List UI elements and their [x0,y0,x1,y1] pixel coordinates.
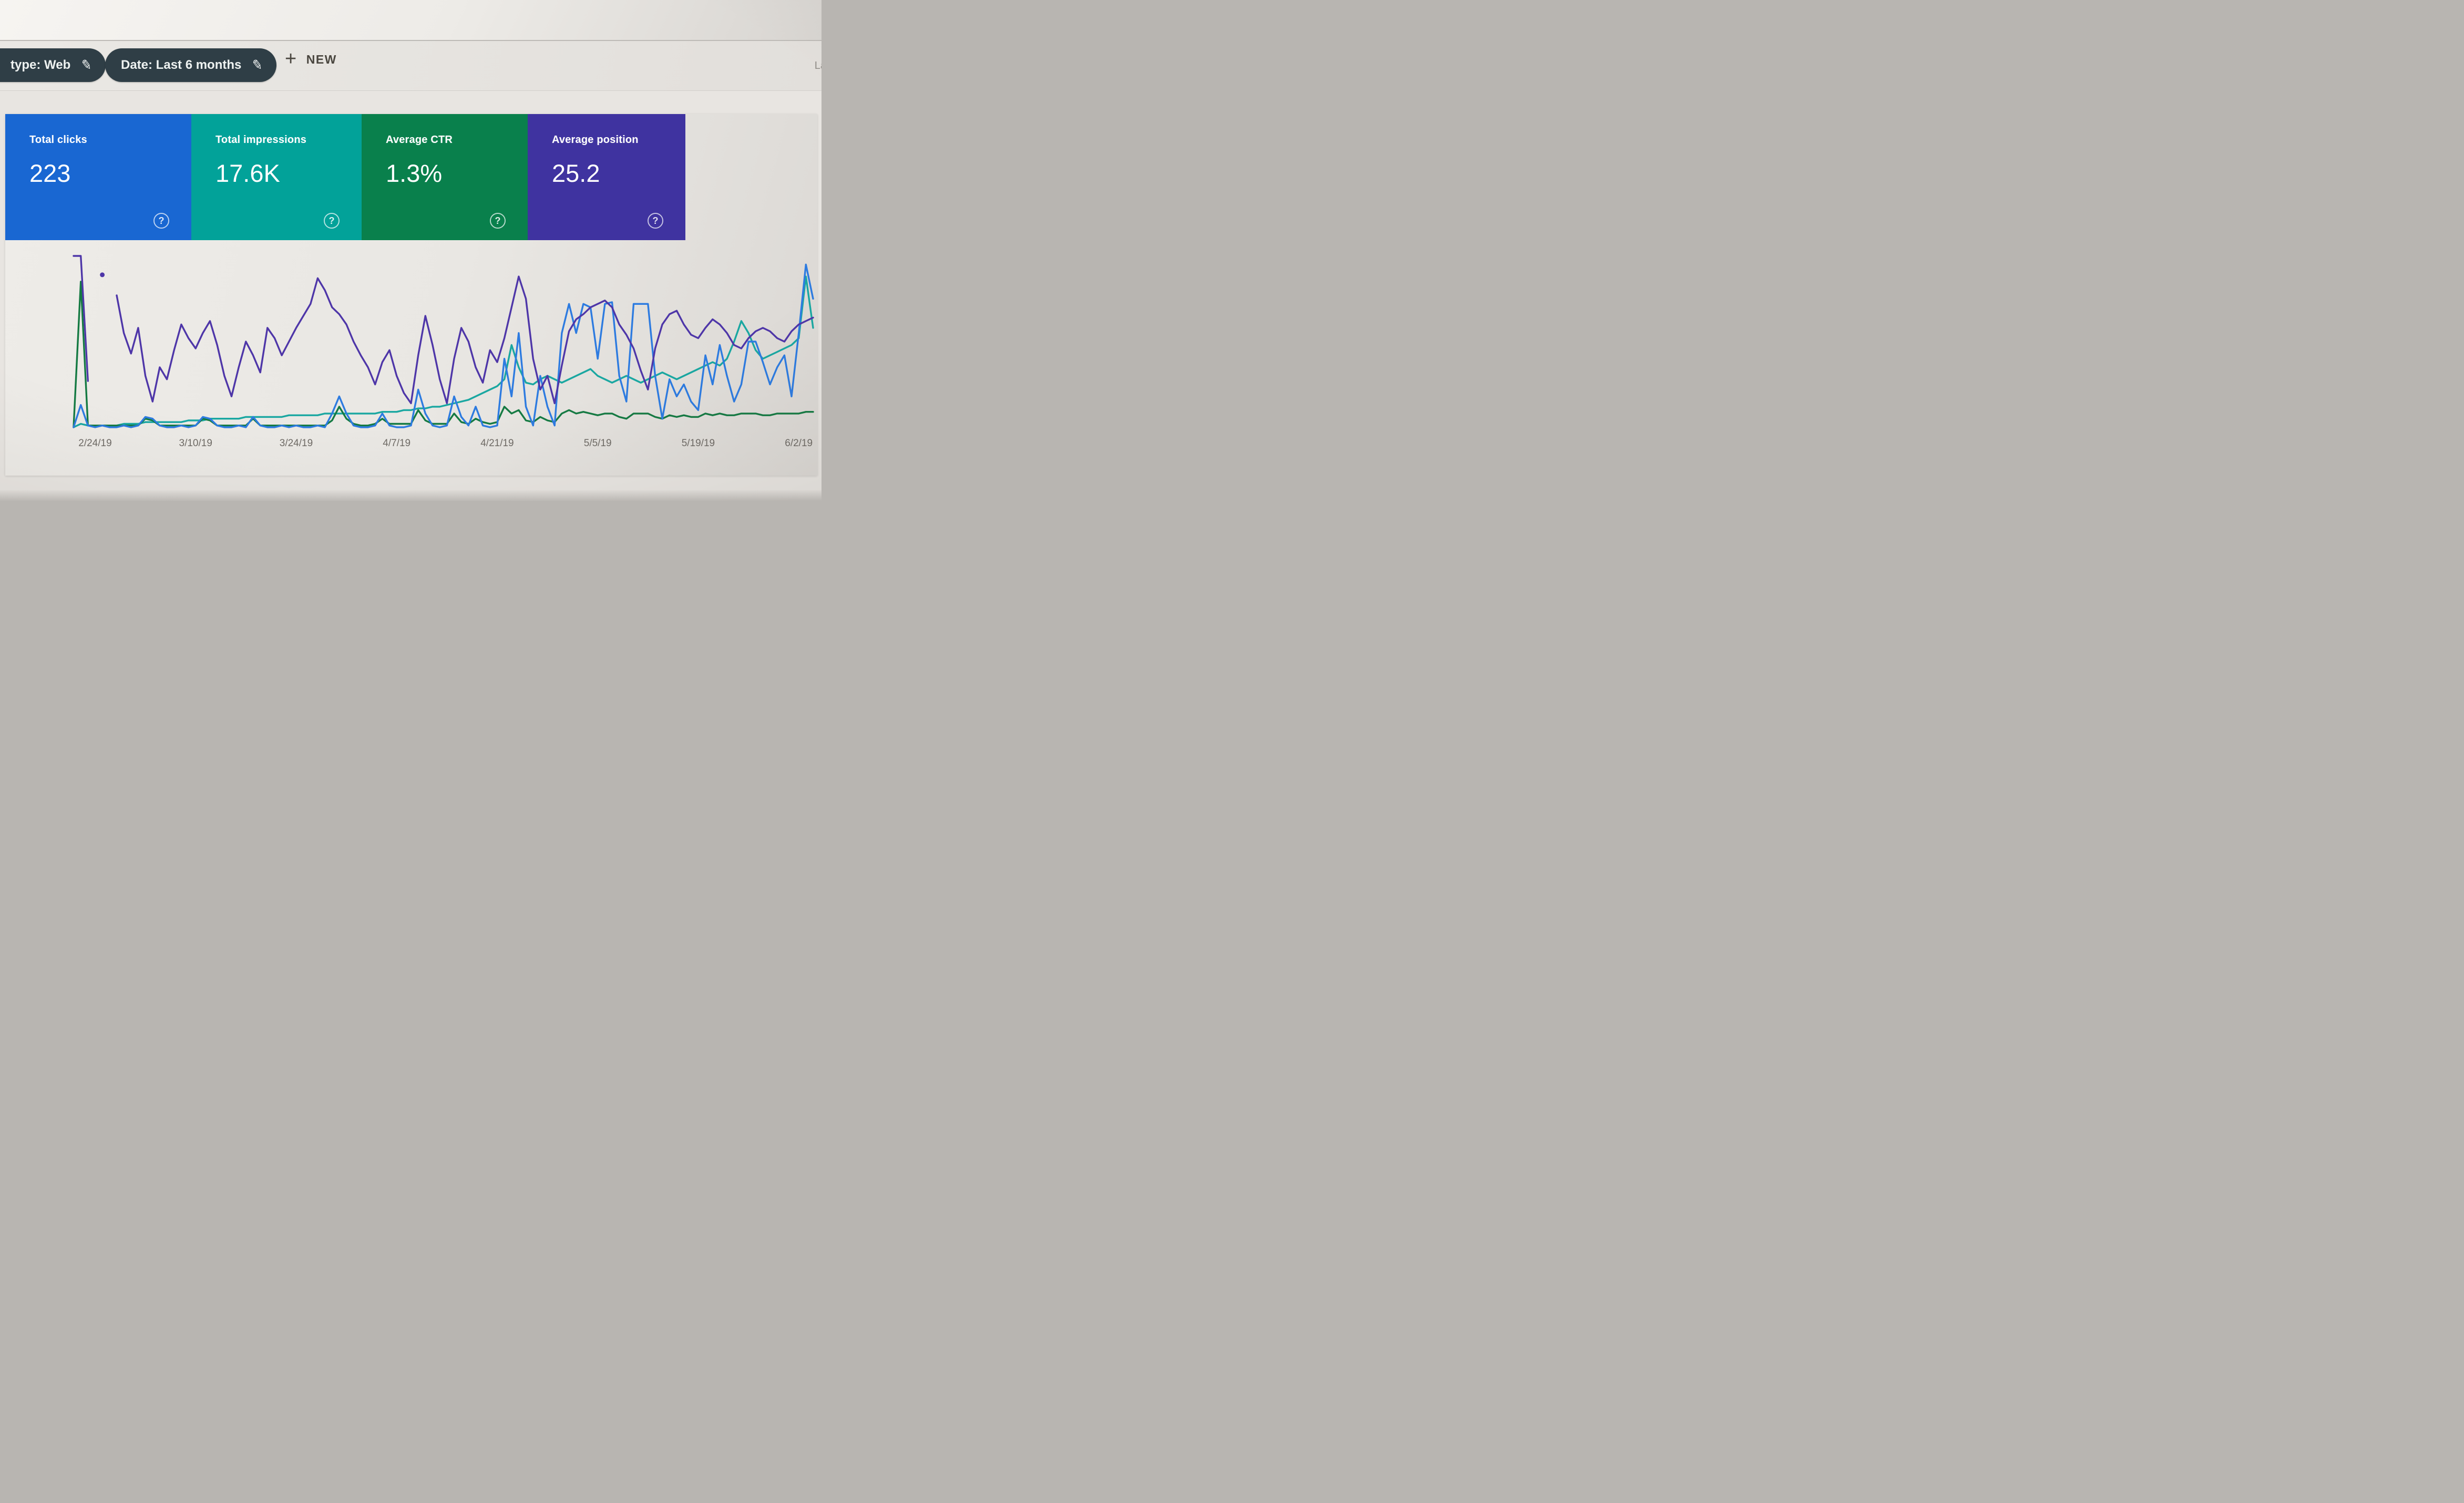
performance-chart-svg [73,255,814,428]
performance-line-chart [73,255,814,428]
x-tick-label: 3/10/19 [179,438,212,449]
metric-card-value: 223 [29,159,71,187]
last-updated-text-truncated: La [814,60,822,71]
x-tick-label: 5/5/19 [583,438,612,449]
edit-pencil-icon[interactable]: ✎ [251,57,264,74]
metric-card-title: Total impressions [215,134,307,146]
metric-card-total-impressions[interactable]: Total impressions 17.6K ? [191,114,362,240]
filter-chip-search-type[interactable]: type: Web ✎ [0,48,106,82]
x-tick-label: 4/7/19 [383,438,411,449]
help-icon[interactable]: ? [490,213,506,229]
clicks-line [73,263,814,428]
plus-icon: + [285,48,297,70]
x-tick-label: 2/24/19 [78,438,112,449]
metric-card-value: 25.2 [552,159,600,187]
impressions-line [73,275,814,428]
metric-card-value: 17.6K [215,159,280,187]
help-icon[interactable]: ? [648,213,663,229]
position-line [73,255,89,382]
metric-card-title: Average position [552,134,639,146]
help-icon[interactable]: ? [324,213,340,229]
filter-toolbar: type: Web ✎ Date: Last 6 months ✎ + NEW … [0,41,822,91]
position-line [116,275,814,405]
metric-cards-row: Total clicks 223 ? Total impressions 17.… [5,114,685,240]
filter-chip-date-range[interactable]: Date: Last 6 months ✎ [105,48,277,82]
metric-card-total-clicks[interactable]: Total clicks 223 ? [5,114,191,240]
metric-card-title: Total clicks [29,134,87,146]
screenshot-root: type: Web ✎ Date: Last 6 months ✎ + NEW … [0,0,822,501]
edit-pencil-icon[interactable]: ✎ [80,57,94,74]
x-tick-label: 3/24/19 [279,438,313,449]
new-filter-button-label: NEW [306,53,337,66]
filter-chip-date-range-label: Date: Last 6 months [121,58,242,72]
position-isolated-point [100,272,105,277]
browser-top-band [0,0,822,41]
x-axis: 2/24/19 3/10/19 3/24/19 4/7/19 4/21/19 5/5/19… [5,438,817,455]
screen-bottom-shade [0,490,822,501]
performance-report-sheet: Total clicks 223 ? Total impressions 17.… [5,114,817,476]
metric-card-average-ctr[interactable]: Average CTR 1.3% ? [362,114,528,240]
metric-card-average-position[interactable]: Average position 25.2 ? [528,114,685,240]
metric-card-title: Average CTR [386,134,453,146]
metric-card-value: 1.3% [386,159,443,187]
x-tick-label: 5/19/19 [681,438,715,449]
new-filter-button[interactable]: + NEW [285,48,337,70]
x-tick-label: 4/21/19 [480,438,514,449]
filter-chip-search-type-label: type: Web [11,58,71,72]
x-tick-label: 6/2/19 [785,438,813,449]
help-icon[interactable]: ? [153,213,169,229]
